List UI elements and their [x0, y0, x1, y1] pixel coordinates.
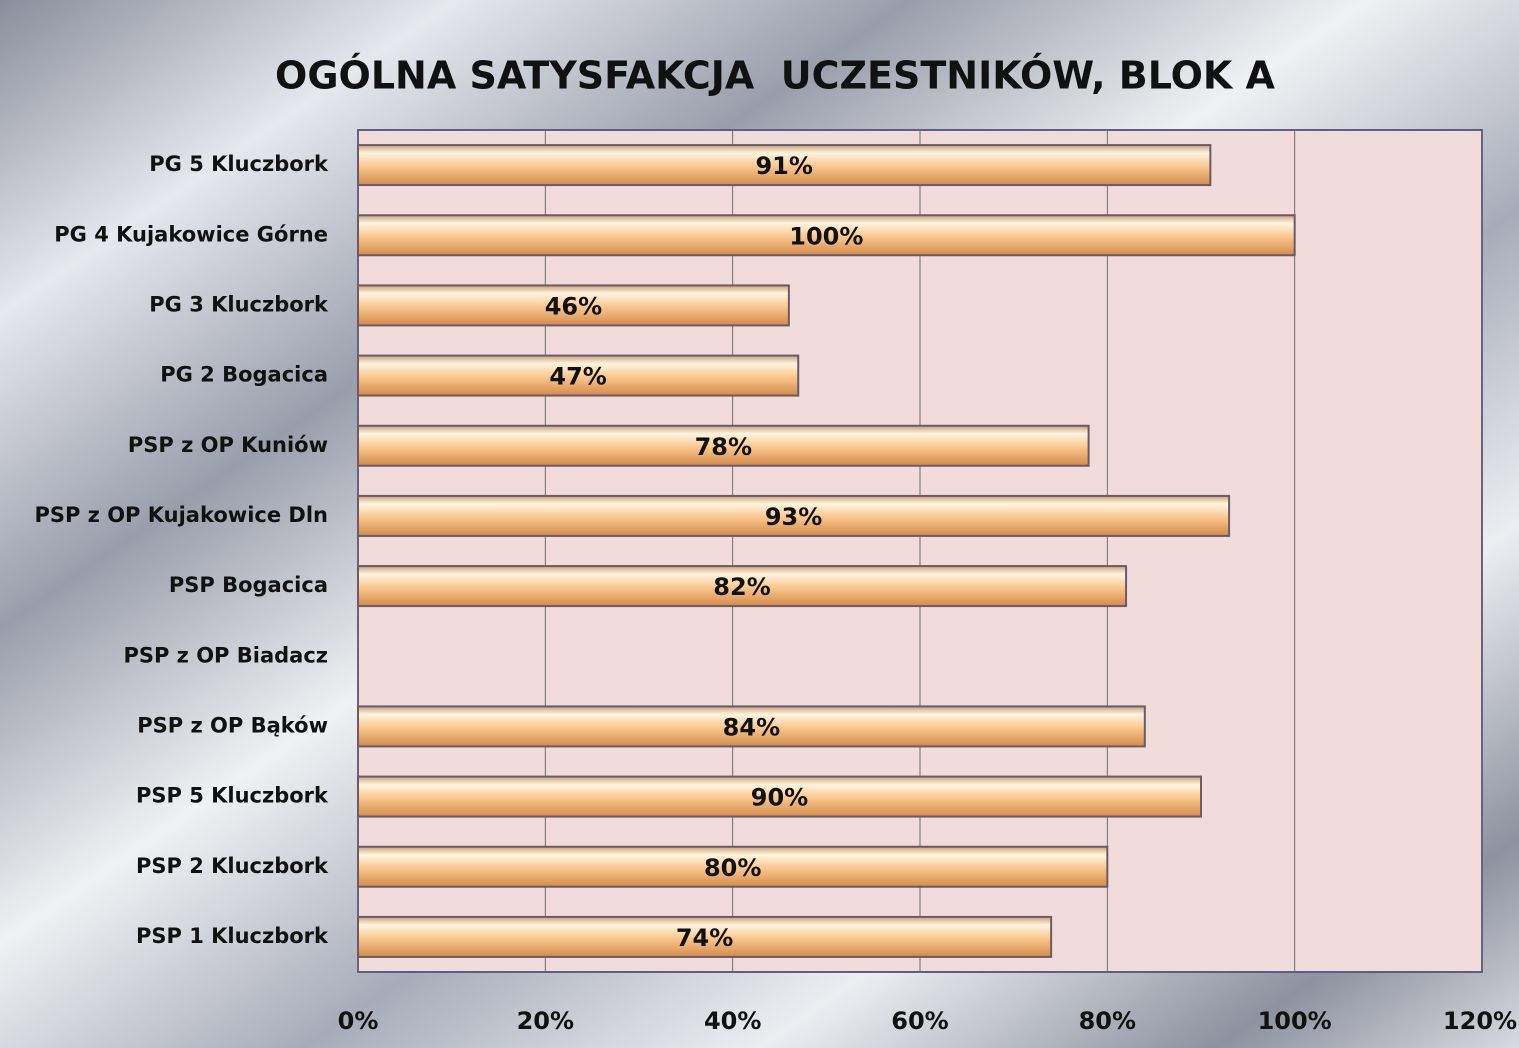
- value-label: 78%: [695, 433, 752, 461]
- x-tick-label: 80%: [1079, 1007, 1136, 1035]
- x-tick-label: 120%: [1443, 1007, 1517, 1035]
- value-label: 47%: [549, 363, 606, 391]
- y-tick-label: PG 2 Bogacica: [160, 363, 328, 387]
- value-label: 74%: [676, 924, 733, 952]
- y-tick-label: PSP Bogacica: [169, 573, 328, 597]
- bar: [357, 915, 1053, 958]
- y-tick-label: PSP 2 Kluczbork: [136, 854, 329, 878]
- value-label: 90%: [751, 784, 808, 812]
- y-tick-label: PSP z OP Kuniów: [128, 433, 328, 457]
- x-tick-label: 40%: [704, 1007, 761, 1035]
- bar: [357, 424, 1090, 467]
- y-tick-label: PSP z OP Kujakowice Dln: [34, 503, 328, 527]
- y-tick-label: PG 5 Kluczbork: [149, 152, 329, 176]
- y-tick-label: PSP 1 Kluczbork: [136, 924, 329, 948]
- value-label: 80%: [704, 854, 761, 882]
- value-label: 82%: [713, 573, 770, 601]
- bar: [357, 845, 1109, 888]
- bar: [357, 144, 1212, 187]
- value-label: 93%: [765, 503, 822, 531]
- bar: [357, 284, 790, 327]
- x-tick-label: 20%: [517, 1007, 574, 1035]
- x-tick-label: 60%: [891, 1007, 948, 1035]
- y-tick-label: PSP 5 Kluczbork: [136, 784, 329, 808]
- y-tick-label: PSP z OP Biadacz: [123, 643, 328, 667]
- bar: [357, 565, 1128, 608]
- value-label: 100%: [789, 222, 863, 250]
- bar: [357, 354, 800, 397]
- y-tick-label: PG 4 Kujakowice Górne: [54, 222, 328, 246]
- value-label: 84%: [723, 713, 780, 741]
- x-tick-label: 100%: [1258, 1007, 1332, 1035]
- y-tick-label: PG 3 Kluczbork: [149, 292, 329, 316]
- bar: [357, 214, 1296, 257]
- chart-title: OGÓLNA SATYSFAKCJA UCZESTNIKÓW, BLOK A: [275, 54, 1276, 98]
- bar: [357, 705, 1146, 748]
- value-label: 91%: [755, 152, 812, 180]
- y-tick-label: PSP z OP Bąków: [137, 713, 328, 737]
- bar: [357, 494, 1231, 537]
- value-label: 46%: [545, 292, 602, 320]
- x-tick-label: 0%: [338, 1007, 379, 1035]
- bar: [357, 775, 1202, 818]
